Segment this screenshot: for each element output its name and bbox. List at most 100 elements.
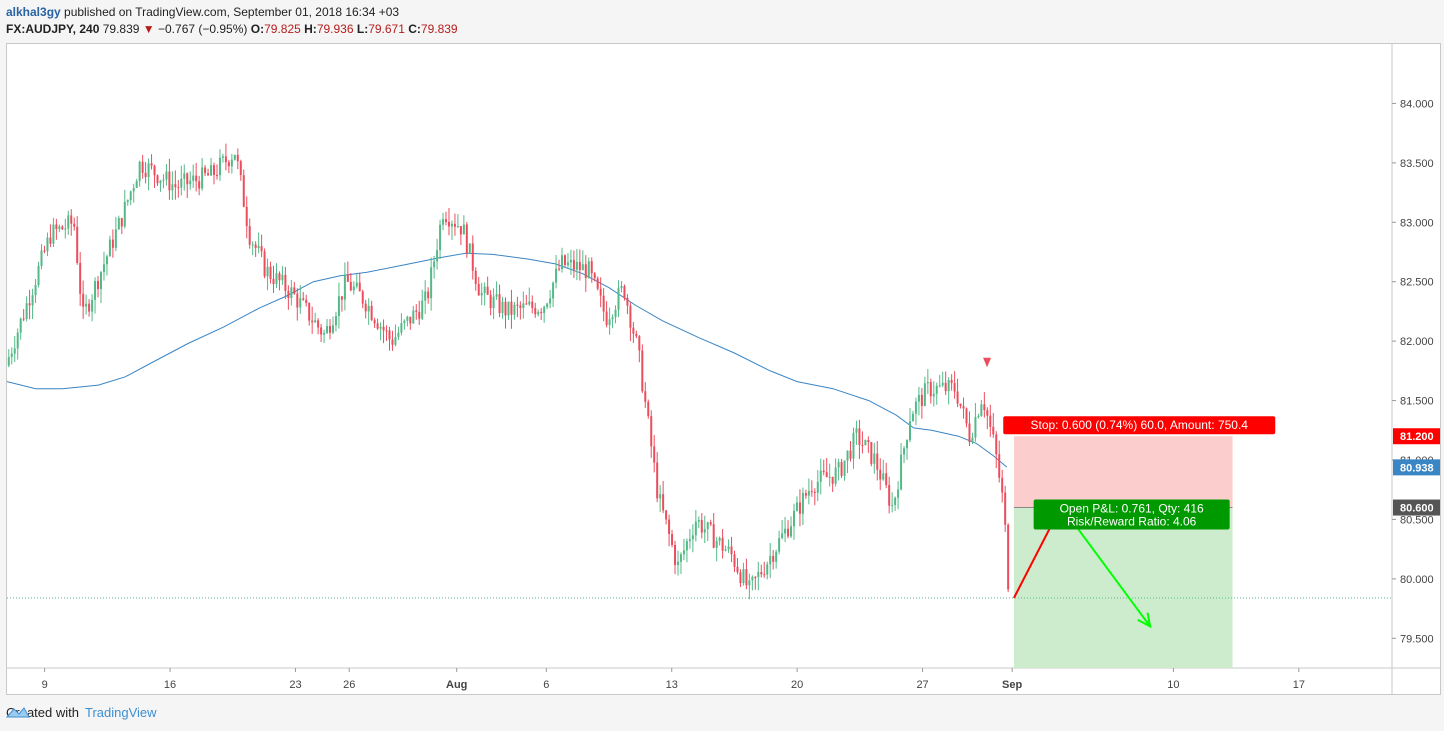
candle-body (16, 332, 19, 349)
bullish-candle (468, 243, 471, 254)
candle-body (367, 305, 370, 312)
candle-body (453, 223, 456, 227)
candle-body (989, 415, 992, 427)
bearish-candle (641, 344, 644, 393)
bullish-candle (230, 153, 233, 174)
candle-body (650, 416, 653, 447)
candle-body (935, 385, 938, 394)
bullish-candle (406, 315, 409, 327)
candle-body (111, 239, 114, 248)
candle-body (861, 444, 864, 446)
author-link[interactable]: alkhal3gy (6, 5, 61, 19)
candle-body (876, 453, 879, 470)
candle-body (561, 255, 564, 270)
candle-body (810, 491, 813, 493)
bearish-candle (953, 371, 956, 399)
candle-body (900, 454, 903, 490)
candle-body (236, 154, 239, 162)
bearish-candle (605, 301, 608, 328)
stop-label: Stop: 0.600 (0.74%) 60.0, Amount: 750.4 (1003, 416, 1276, 435)
candle-body (126, 200, 129, 202)
candle-body (439, 224, 442, 251)
candle-body (215, 174, 218, 176)
bullish-candle (697, 516, 700, 529)
candle-body (950, 379, 953, 384)
candle-body (501, 301, 504, 314)
candle-body (358, 282, 361, 292)
bullish-candle (935, 382, 938, 405)
bearish-candle (242, 169, 245, 208)
bullish-candle (403, 319, 406, 330)
bearish-candle (498, 284, 501, 318)
candle-body (102, 264, 105, 273)
candle-body (507, 301, 510, 316)
candle-body (403, 320, 406, 324)
bearish-candle (477, 276, 480, 296)
candle-body (659, 494, 662, 499)
candle-body (233, 154, 236, 160)
candle-body (415, 310, 418, 312)
candle-body (465, 224, 468, 254)
candle-body (715, 540, 718, 548)
y-tick-label: 83.000 (1400, 217, 1434, 229)
candle-body (427, 291, 430, 299)
candle-body (138, 161, 141, 182)
candle-body (442, 219, 445, 225)
candle-body (974, 416, 977, 438)
bullish-candle (528, 287, 531, 306)
candle-body (807, 491, 810, 496)
candle-body (412, 310, 415, 324)
bullish-candle (394, 324, 397, 347)
candle-body (822, 470, 825, 473)
candle-body (688, 539, 691, 542)
bearish-candle (391, 330, 394, 351)
candle-body (572, 259, 575, 270)
candle-body (986, 410, 989, 416)
bullish-candle (183, 164, 186, 191)
bearish-candle (227, 159, 230, 174)
candle-body (911, 413, 914, 422)
bullish-candle (16, 328, 19, 360)
candle-body (882, 473, 885, 480)
candle-body (287, 290, 290, 299)
bullish-candle (367, 298, 370, 325)
bearish-candle (558, 259, 561, 272)
bearish-candle (534, 302, 537, 318)
footer: Created with TradingView (6, 705, 157, 720)
bearish-candle (43, 245, 46, 254)
candle-body (914, 401, 917, 414)
bullish-candle (147, 158, 150, 191)
candle-body (992, 426, 995, 435)
bearish-candle (340, 296, 343, 312)
price-badge-text: 80.938 (1400, 462, 1434, 474)
candle-body (926, 382, 929, 384)
bullish-candle (201, 158, 204, 191)
candle-body (120, 218, 123, 227)
candle-body (525, 303, 528, 305)
bearish-candle (1004, 485, 1007, 533)
candle-body (903, 448, 906, 455)
bearish-candle (453, 213, 456, 236)
bearish-candle (278, 271, 281, 291)
bearish-candle (772, 549, 775, 570)
tradingview-link[interactable]: TradingView (84, 705, 157, 720)
bullish-candle (355, 274, 358, 289)
candle-body (343, 274, 346, 300)
bearish-candle (239, 159, 242, 181)
bearish-candle (632, 321, 635, 344)
candle-body (549, 298, 552, 304)
candle-body (757, 572, 760, 578)
bearish-candle (349, 273, 352, 292)
candle-body (787, 528, 790, 537)
bearish-candle (867, 436, 870, 453)
bearish-candle (49, 224, 52, 248)
candle-body (590, 261, 593, 274)
bullish-candle (685, 538, 688, 563)
candle-body (599, 288, 602, 296)
price-axis-badge: 80.938 (1393, 459, 1440, 476)
bearish-candle (70, 209, 73, 236)
bullish-candle (923, 376, 926, 407)
bearish-candle (888, 476, 891, 514)
